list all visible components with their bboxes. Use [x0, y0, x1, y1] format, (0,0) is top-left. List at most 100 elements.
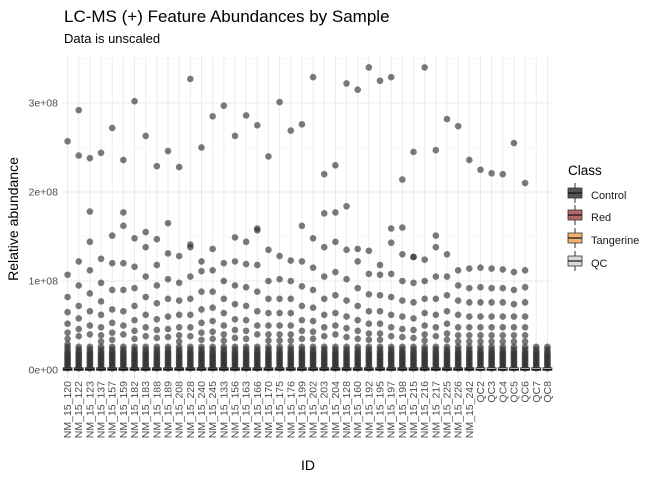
outlier-point — [488, 331, 495, 339]
outlier-point — [220, 277, 228, 285]
outlier-point — [443, 343, 451, 351]
outlier-point — [510, 343, 518, 351]
outlier-point — [454, 338, 462, 345]
outlier-point — [175, 297, 183, 304]
outlier-point — [477, 166, 484, 174]
x-tick-label: NM_15_192 — [363, 381, 375, 438]
outlier-point — [421, 337, 428, 344]
outlier-point — [399, 325, 406, 333]
outlier-point — [466, 299, 473, 306]
outlier-point — [298, 222, 306, 230]
x-tick-label: NM_15_182 — [129, 381, 141, 438]
outlier-point — [466, 265, 473, 272]
outlier-point — [387, 293, 395, 301]
outlier-point — [376, 320, 384, 328]
outlier-point — [443, 336, 451, 344]
outlier-point — [309, 264, 317, 271]
outlier-point — [332, 162, 339, 169]
chart-title: LC-MS (+) Feature Abundances by Sample — [64, 7, 390, 26]
outlier-point — [354, 343, 362, 351]
outlier-point — [242, 260, 250, 268]
outlier-point — [365, 247, 373, 255]
outlier-point — [376, 307, 384, 315]
legend-keys — [567, 183, 583, 271]
outlier-point — [477, 323, 484, 331]
outlier-point — [309, 286, 317, 294]
outlier-point — [466, 331, 473, 339]
outlier-point — [253, 331, 261, 338]
outlier-point — [142, 343, 150, 351]
outlier-point — [320, 170, 328, 178]
outlier-point — [376, 291, 384, 299]
outlier-point — [309, 317, 317, 325]
outlier-point — [276, 331, 283, 338]
outlier-point — [432, 243, 440, 251]
outlier-point — [499, 170, 507, 178]
outlier-point — [399, 277, 406, 285]
outlier-point — [209, 267, 216, 274]
outlier-point — [231, 132, 239, 140]
outlier-point — [75, 343, 83, 351]
outlier-point — [64, 271, 71, 279]
y-axis-title: Relative abundance — [5, 157, 21, 281]
outlier-point — [488, 323, 495, 331]
outlier-point — [343, 275, 350, 283]
x-tick-label: NM_15_157 — [107, 381, 119, 438]
x-tick-label: QC2 — [475, 381, 487, 403]
legend-label-red: Red — [591, 212, 611, 224]
outlier-point — [454, 267, 462, 274]
outlier-point — [354, 284, 362, 292]
outlier-point — [209, 317, 216, 325]
outlier-point — [242, 343, 250, 351]
x-tick-label: NM_15_128 — [341, 381, 353, 438]
outlier-point — [332, 238, 339, 246]
outlier-point — [142, 332, 149, 340]
outlier-point — [365, 64, 373, 71]
outlier-point — [466, 313, 473, 320]
outlier-point — [309, 73, 317, 81]
outlier-point — [287, 343, 295, 351]
outlier-point — [477, 283, 484, 291]
outlier-point — [231, 315, 239, 323]
outlier-point — [175, 343, 183, 351]
outlier-point — [387, 73, 395, 81]
outlier-point — [242, 316, 250, 324]
outlier-point — [454, 343, 462, 351]
outlier-point — [265, 331, 272, 338]
outlier-point — [242, 302, 250, 310]
outlier-point — [343, 297, 350, 304]
outlier-point — [499, 323, 507, 331]
outlier-point — [253, 322, 261, 329]
outlier-point — [354, 335, 362, 343]
outlier-point — [142, 273, 149, 280]
outlier-point — [164, 295, 172, 303]
outlier-point — [75, 282, 83, 289]
outlier-point — [454, 297, 462, 304]
outlier-point — [265, 337, 272, 344]
outlier-point — [499, 266, 507, 273]
outlier-point — [220, 322, 228, 329]
outlier-point — [320, 343, 328, 351]
x-tick-label: NM_15_225 — [441, 381, 453, 438]
outlier-point — [75, 325, 83, 333]
outlier-point — [265, 295, 272, 303]
outlier-point — [86, 238, 94, 246]
outlier-point — [354, 302, 362, 310]
outlier-point — [97, 323, 105, 331]
outlier-point — [432, 232, 440, 239]
outlier-point — [421, 295, 428, 303]
outlier-point — [432, 146, 440, 154]
outlier-point — [198, 258, 205, 265]
outlier-point — [198, 144, 205, 151]
x-tick-label: NM_15_176 — [285, 381, 297, 438]
outlier-point — [142, 323, 149, 331]
x-tick-label: NM_15_189 — [163, 381, 175, 438]
x-tick-label: NM_15_166 — [252, 381, 264, 438]
outlier-point — [142, 132, 149, 140]
outlier-point — [309, 328, 317, 336]
outlier-point — [332, 331, 339, 338]
outlier-point — [142, 228, 149, 236]
outlier-point — [265, 277, 272, 285]
outlier-point — [443, 307, 451, 315]
outlier-point — [175, 252, 183, 260]
